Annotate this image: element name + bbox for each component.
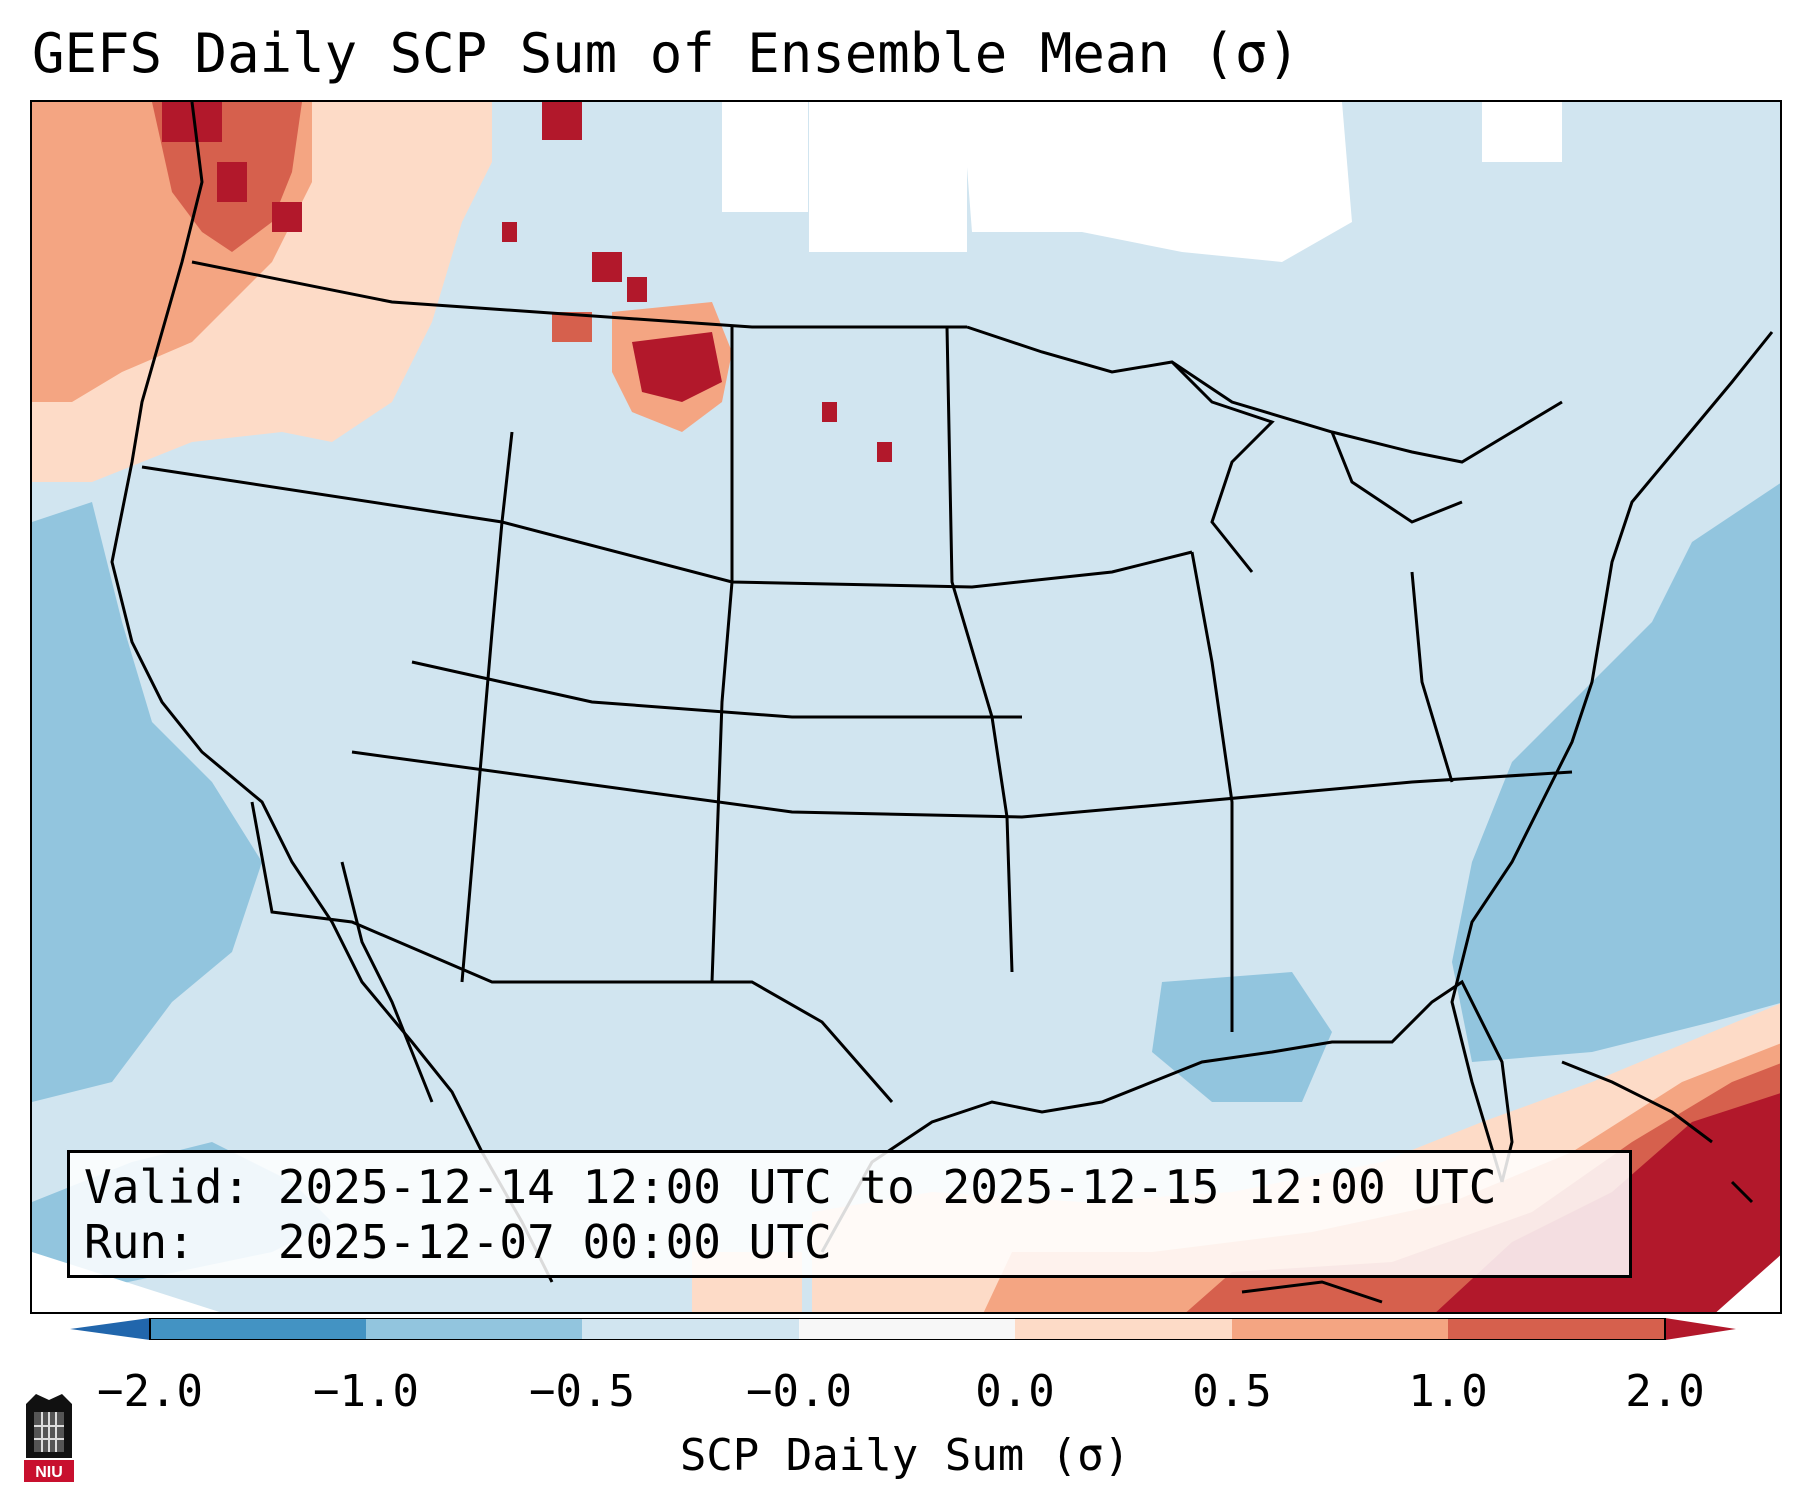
state-line-central <box>411 660 1022 719</box>
valid-time-text: Valid: 2025-12-14 12:00 UTC to 2025-12-1… <box>84 1160 1497 1214</box>
lake-erie-outline <box>1330 431 1463 524</box>
colorbar-segment-1 <box>150 1318 366 1340</box>
colorbar-tick-label: 0.0 <box>975 1366 1055 1417</box>
map-title: GEFS Daily SCP Sum of Ensemble Mean (σ) <box>32 22 1300 85</box>
colorbar-tick-label: −1.0 <box>313 1366 419 1417</box>
colorbar-tick-label: 1.0 <box>1408 1366 1488 1417</box>
us-canada-border-west <box>191 260 967 329</box>
run-time-text: Run: 2025-12-07 00:00 UTC <box>84 1215 832 1269</box>
caribbean-islands <box>1241 1060 1754 1304</box>
colorbar-extend-min <box>70 1318 150 1340</box>
great-lakes-outline <box>1170 360 1275 573</box>
colorbar-segment-7 <box>1448 1318 1665 1340</box>
state-line-plains <box>710 327 734 983</box>
projection-edge-southeast <box>1716 1255 1780 1312</box>
colorbar-outline <box>149 1318 1666 1340</box>
baja-coast <box>340 861 434 1103</box>
colorbar-tick-label: 2.0 <box>1625 1366 1705 1417</box>
state-line-36n <box>351 750 1573 819</box>
field-neutral-north <box>722 102 1562 262</box>
colorbar-segment-3 <box>582 1318 799 1340</box>
colorbar-tick-label: −2.0 <box>97 1366 203 1417</box>
map-boundaries <box>110 102 1774 1283</box>
niu-logo-icon: NIU <box>24 1394 74 1482</box>
us-canada-border-east <box>966 325 1563 464</box>
colorbar-segment-4 <box>799 1318 1015 1340</box>
state-line-west <box>460 431 514 983</box>
colorbar-tick-label: 0.5 <box>1192 1366 1272 1417</box>
atlantic-coastline <box>1450 331 1774 1183</box>
state-line-atlantic <box>1410 571 1454 783</box>
state-line-east <box>1190 551 1234 1032</box>
scp-map-canvas <box>32 102 1780 1312</box>
colorbar <box>70 1318 1736 1340</box>
colorbar-segment-6 <box>1232 1318 1448 1340</box>
state-line-mississippi <box>945 326 1014 973</box>
field-negative-atlantic <box>1152 483 1780 1102</box>
field-positive-northern-plains <box>502 222 892 462</box>
pacific-coastline <box>110 102 554 1283</box>
colorbar-tick-label: −0.5 <box>529 1366 635 1417</box>
colorbar-segment-5 <box>1015 1318 1232 1340</box>
map-panel <box>30 100 1782 1314</box>
colorbar-extend-max <box>1665 1318 1736 1340</box>
colorbar-label: SCP Daily Sum (σ) <box>679 1430 1131 1481</box>
valid-run-info-box: Valid: 2025-12-14 12:00 UTC to 2025-12-1… <box>67 1150 1632 1278</box>
gulf-coastline <box>820 979 1514 1253</box>
us-mexico-border <box>250 801 894 1103</box>
colorbar-segment-2 <box>366 1318 582 1340</box>
logo-text: NIU <box>35 1464 63 1481</box>
colorbar-tick-label: −0.0 <box>746 1366 852 1417</box>
state-line-north <box>141 465 1193 589</box>
